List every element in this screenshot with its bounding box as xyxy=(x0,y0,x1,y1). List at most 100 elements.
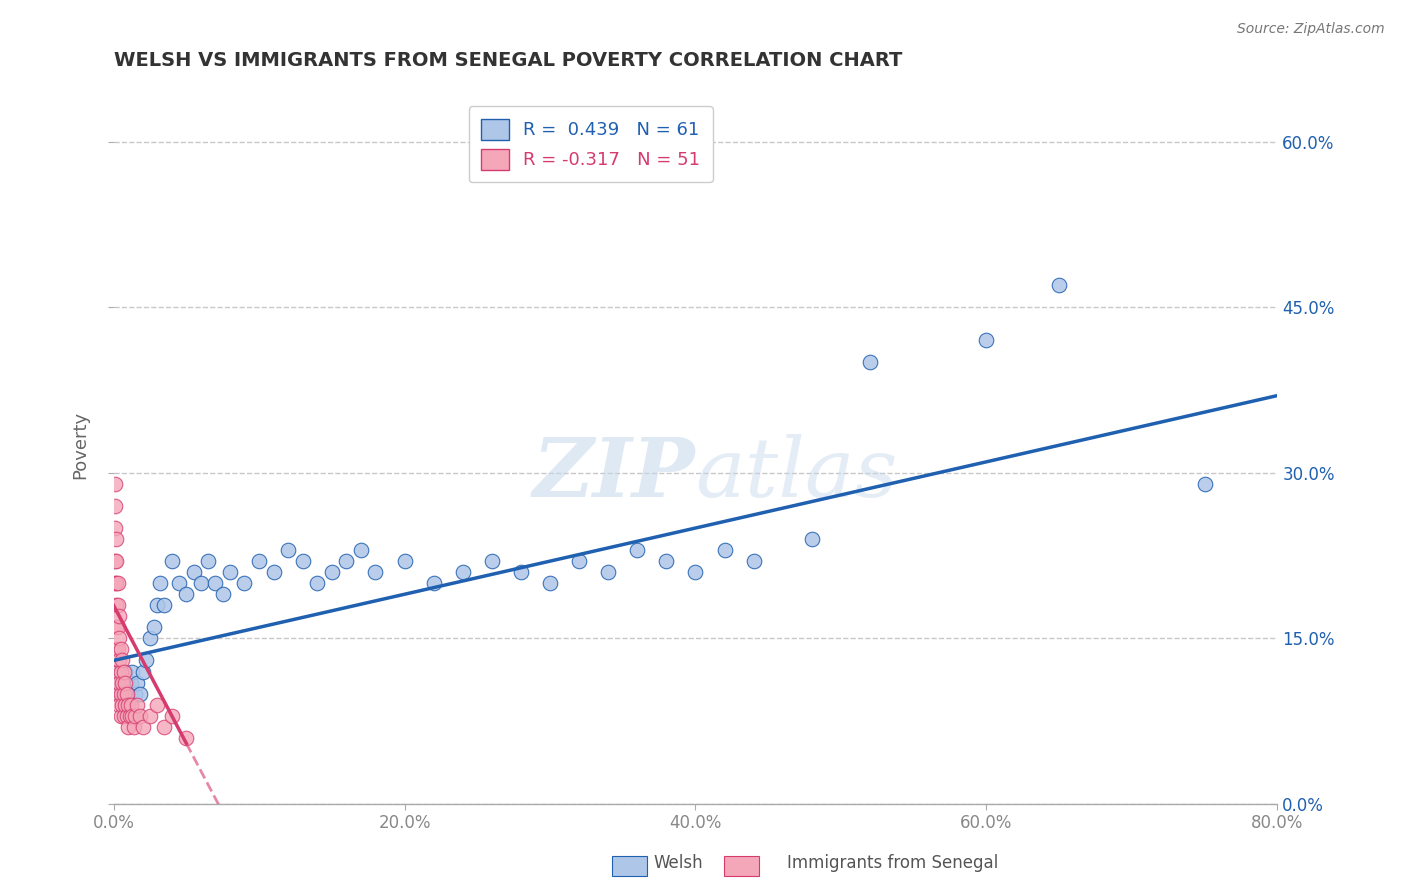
Point xyxy=(112,708,135,723)
Point xyxy=(117,698,139,712)
Point xyxy=(107,599,129,613)
Point xyxy=(307,576,329,591)
Point xyxy=(107,642,129,657)
Point xyxy=(107,665,129,679)
Point xyxy=(394,554,416,568)
Point xyxy=(1047,278,1070,293)
Point xyxy=(105,642,128,657)
Point xyxy=(174,587,197,601)
Point xyxy=(115,675,138,690)
Point xyxy=(104,521,127,535)
Point xyxy=(742,554,765,568)
Point xyxy=(335,554,357,568)
Point xyxy=(111,698,134,712)
Point xyxy=(110,687,132,701)
Point xyxy=(713,543,735,558)
Point xyxy=(481,554,503,568)
Point xyxy=(291,554,314,568)
Y-axis label: Poverty: Poverty xyxy=(72,411,89,479)
Point xyxy=(197,554,219,568)
Point xyxy=(121,708,143,723)
Point xyxy=(167,576,190,591)
Point xyxy=(104,554,127,568)
Point xyxy=(114,665,136,679)
Point xyxy=(108,632,131,646)
Point xyxy=(111,675,134,690)
Point xyxy=(277,543,299,558)
Point xyxy=(122,720,145,734)
Point xyxy=(976,334,998,348)
Point xyxy=(104,576,127,591)
Point xyxy=(509,565,531,579)
Point xyxy=(422,576,444,591)
Point xyxy=(110,708,132,723)
Point xyxy=(131,720,153,734)
Point xyxy=(160,708,183,723)
Point xyxy=(859,355,882,369)
Point xyxy=(131,665,153,679)
Point xyxy=(115,687,138,701)
Point xyxy=(115,708,138,723)
Point xyxy=(190,576,212,591)
Point xyxy=(105,554,128,568)
Point xyxy=(135,653,157,667)
Point xyxy=(211,587,233,601)
Point xyxy=(121,665,143,679)
Text: atlas: atlas xyxy=(696,434,898,514)
Point xyxy=(108,675,131,690)
Point xyxy=(321,565,343,579)
Point xyxy=(110,642,132,657)
Point xyxy=(204,576,226,591)
Point xyxy=(120,675,142,690)
Point xyxy=(114,698,136,712)
Point xyxy=(626,543,648,558)
Point xyxy=(117,720,139,734)
Point xyxy=(655,554,678,568)
Point xyxy=(143,620,166,634)
Point xyxy=(160,554,183,568)
Point xyxy=(108,675,131,690)
Point xyxy=(139,708,162,723)
Point xyxy=(105,687,128,701)
Text: Source: ZipAtlas.com: Source: ZipAtlas.com xyxy=(1237,22,1385,37)
Point xyxy=(111,653,134,667)
Point xyxy=(117,687,139,701)
Point xyxy=(350,543,373,558)
Point xyxy=(125,675,148,690)
Point xyxy=(125,698,148,712)
Point xyxy=(104,499,127,513)
Point xyxy=(233,576,256,591)
Point xyxy=(105,532,128,546)
Point xyxy=(124,708,146,723)
Point xyxy=(108,609,131,624)
Point xyxy=(146,698,169,712)
Point xyxy=(149,576,172,591)
Text: Welsh: Welsh xyxy=(654,855,703,872)
Point xyxy=(105,576,128,591)
Legend: R =  0.439   N = 61, R = -0.317   N = 51: R = 0.439 N = 61, R = -0.317 N = 51 xyxy=(468,106,713,182)
Point xyxy=(118,708,141,723)
Point xyxy=(107,687,129,701)
Point xyxy=(247,554,270,568)
Point xyxy=(120,698,142,712)
Point xyxy=(128,708,150,723)
Point xyxy=(219,565,242,579)
Point xyxy=(112,665,135,679)
Point xyxy=(263,565,285,579)
Point xyxy=(153,599,176,613)
Point xyxy=(104,476,127,491)
Point xyxy=(107,620,129,634)
Point xyxy=(108,698,131,712)
Point xyxy=(105,620,128,634)
Text: WELSH VS IMMIGRANTS FROM SENEGAL POVERTY CORRELATION CHART: WELSH VS IMMIGRANTS FROM SENEGAL POVERTY… xyxy=(114,51,901,70)
Point xyxy=(107,665,129,679)
Point xyxy=(108,653,131,667)
Point xyxy=(114,675,136,690)
Point xyxy=(174,731,197,745)
Point xyxy=(112,687,135,701)
Point xyxy=(538,576,561,591)
Point xyxy=(112,675,135,690)
Point xyxy=(153,720,176,734)
Point xyxy=(568,554,591,568)
Point xyxy=(800,532,823,546)
